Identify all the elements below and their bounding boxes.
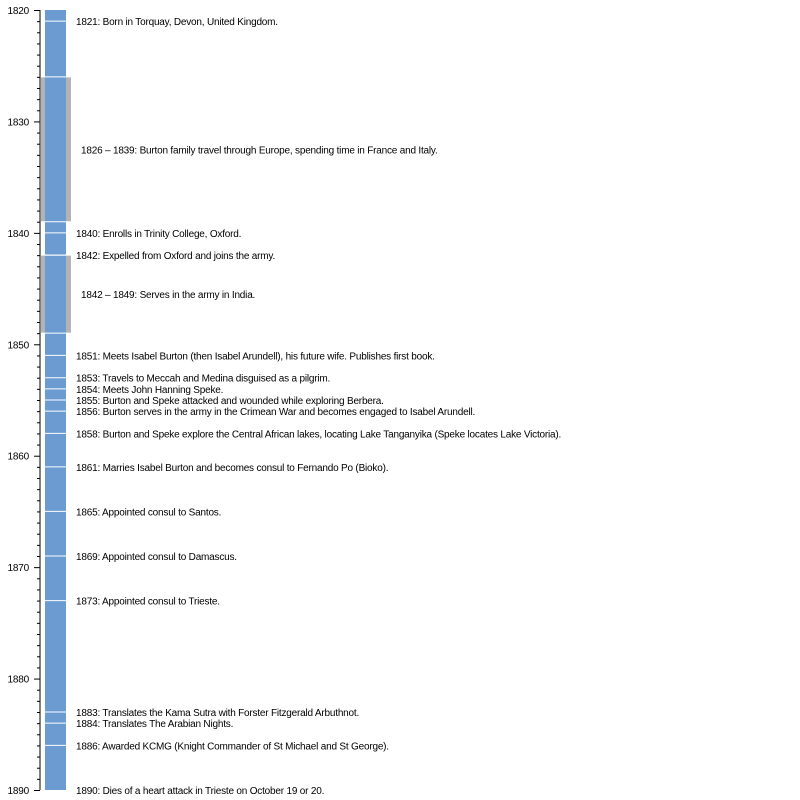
tick-label: 1830 xyxy=(8,117,30,128)
event-label: 1854: Meets John Hanning Speke. xyxy=(76,385,223,396)
event-label: 1842: Expelled from Oxford and joins the… xyxy=(76,251,275,262)
tick-label: 1860 xyxy=(8,452,30,463)
event-label: 1840: Enrolls in Trinity College, Oxford… xyxy=(76,229,241,240)
event-label: 1886: Awarded KCMG (Knight Commander of … xyxy=(76,741,389,752)
event-label: 1855: Burton and Speke attacked and woun… xyxy=(76,396,384,407)
event-label: 1851: Meets Isabel Burton (then Isabel A… xyxy=(76,351,435,362)
range-label: 1826 – 1839: Burton family travel throug… xyxy=(81,145,438,156)
event-label: 1821: Born in Torquay, Devon, United Kin… xyxy=(76,17,278,28)
event-label: 1853: Travels to Meccah and Medina disgu… xyxy=(76,374,330,385)
event-label: 1884: Translates The Arabian Nights. xyxy=(76,719,233,730)
event-label: 1858: Burton and Speke explore the Centr… xyxy=(76,429,561,440)
tick-label: 1890 xyxy=(8,786,30,797)
event-label: 1856: Burton serves in the army in the C… xyxy=(76,407,475,418)
tick-label: 1880 xyxy=(8,675,30,686)
event-label: 1883: Translates the Kama Sutra with For… xyxy=(76,708,359,719)
event-label: 1861: Marries Isabel Burton and becomes … xyxy=(76,463,388,474)
range-label: 1842 – 1849: Serves in the army in India… xyxy=(81,290,255,301)
tick-label: 1840 xyxy=(8,229,30,240)
event-label: 1890: Dies of a heart attack in Trieste … xyxy=(76,786,324,797)
tick-label: 1820 xyxy=(8,6,30,17)
event-label: 1873: Appointed consul to Trieste. xyxy=(76,597,220,608)
event-label: 1869: Appointed consul to Damascus. xyxy=(76,552,237,563)
tick-label: 1870 xyxy=(8,563,30,574)
tick-label: 1850 xyxy=(8,340,30,351)
event-label: 1865: Appointed consul to Santos. xyxy=(76,507,221,518)
